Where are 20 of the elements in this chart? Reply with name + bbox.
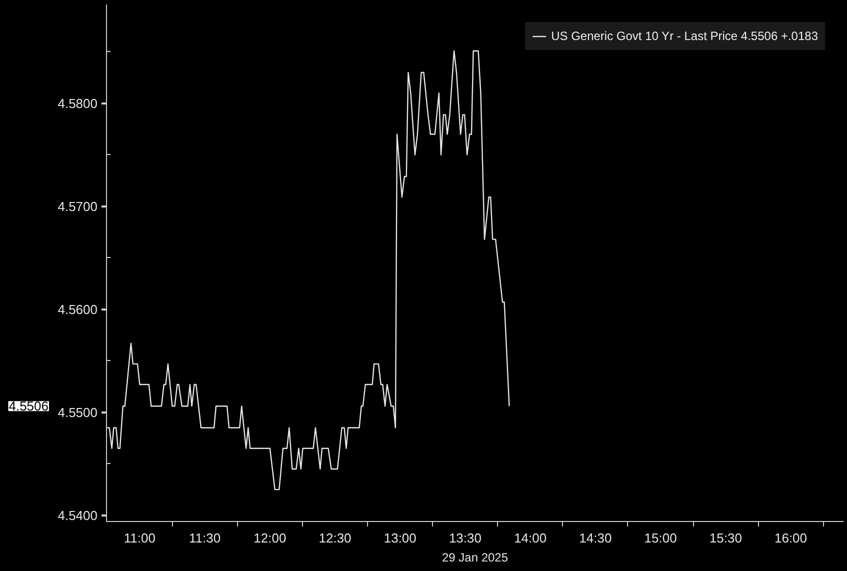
- y-tick-label: 4.5400: [58, 508, 98, 523]
- y-tick-label: 4.5700: [58, 198, 98, 214]
- x-tick-label: 12:00: [254, 530, 286, 546]
- x-tick-label: 13:30: [448, 530, 482, 546]
- x-tick-label: 12:30: [318, 530, 352, 546]
- x-tick-label: 11:30: [189, 530, 221, 546]
- x-tick-label: 13:00: [384, 530, 416, 546]
- y-tick-label: 4.5800: [58, 96, 98, 111]
- x-tick-label: 11:00: [124, 530, 156, 546]
- x-tick-label: 15:00: [644, 530, 677, 546]
- text: 4.5506: [8, 398, 49, 414]
- x-tick-label: 14:00: [514, 530, 547, 546]
- x-tick-label: 15:30: [709, 530, 742, 546]
- x-axis-title: 29 Jan 2025: [442, 550, 508, 564]
- x-tick-label: 14:30: [579, 530, 612, 546]
- legend-label: US Generic Govt 10 Yr - Last Price 4.5506 +.0183: [551, 29, 818, 43]
- y-tick-label: 4.5600: [58, 302, 98, 317]
- line-series: [106, 50, 510, 490]
- y-tick-label: 4.5500: [58, 404, 98, 420]
- x-tick-label: 16:00: [774, 530, 808, 546]
